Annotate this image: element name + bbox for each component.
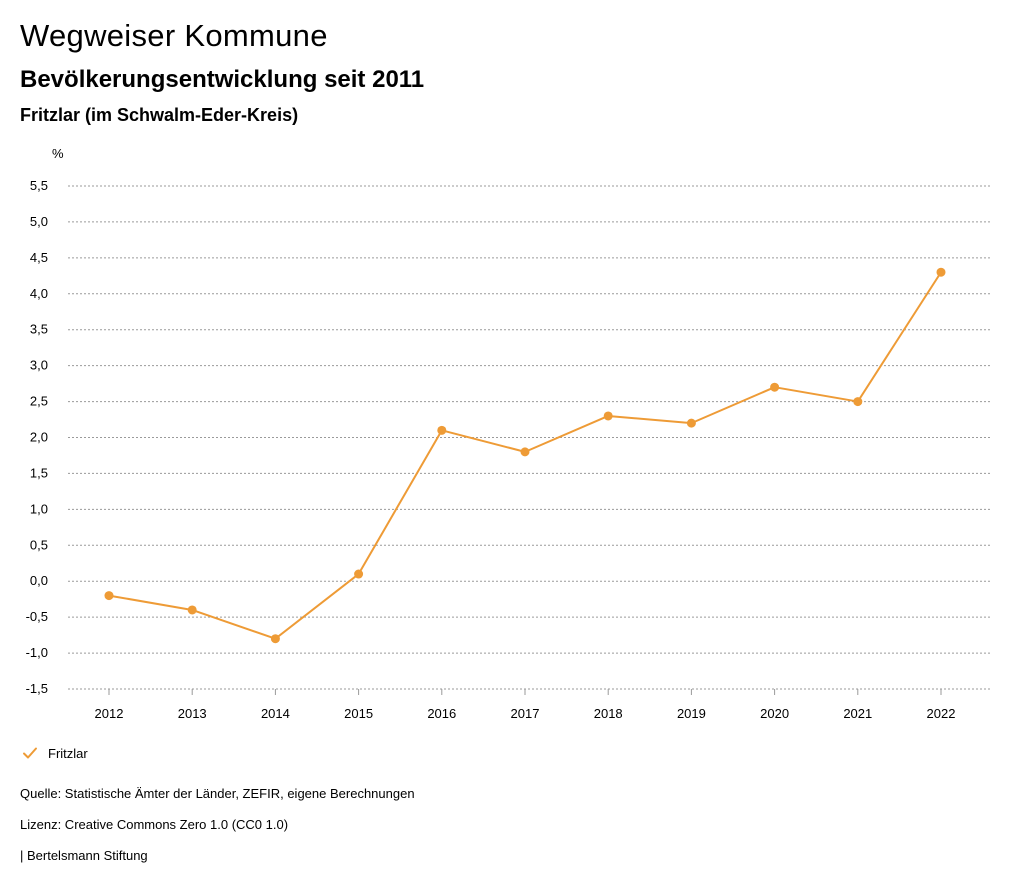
publisher-note: | Bertelsmann Stiftung [20, 848, 148, 863]
x-tick-label: 2017 [511, 706, 540, 721]
data-point[interactable] [853, 397, 863, 407]
gridlines [68, 185, 990, 690]
y-tick-label: -0,5 [26, 609, 48, 624]
chart-subtitle: Bevölkerungsentwicklung seit 2011 [20, 66, 425, 93]
series-fritzlar [104, 267, 946, 644]
y-tick-label: 1,0 [30, 501, 48, 516]
data-point[interactable] [770, 382, 780, 392]
y-axis-unit-label: % [52, 146, 64, 161]
page-title: Wegweiser Kommune [20, 18, 328, 53]
y-tick-label: 5,5 [30, 178, 48, 193]
y-tick-label: 2,5 [30, 394, 48, 409]
legend[interactable]: Fritzlar [22, 745, 88, 761]
y-tick-label: -1,5 [26, 681, 48, 696]
data-point[interactable] [104, 591, 114, 601]
data-point[interactable] [270, 634, 280, 644]
x-tick-label: 2012 [95, 706, 124, 721]
data-point[interactable] [936, 267, 946, 277]
data-point[interactable] [354, 569, 364, 579]
x-tick-label: 2015 [344, 706, 373, 721]
data-point[interactable] [520, 447, 530, 457]
y-tick-label: 4,0 [30, 286, 48, 301]
x-tick-label: 2019 [677, 706, 706, 721]
x-axis-ticks: 2012 2013 2014 2015 2016 2017 2018 2019 2020 2021… [95, 689, 956, 721]
data-point[interactable] [187, 605, 197, 615]
x-tick-label: 2022 [927, 706, 956, 721]
y-tick-label: 3,5 [30, 322, 48, 337]
x-tick-label: 2013 [178, 706, 207, 721]
y-tick-label: -1,0 [26, 645, 48, 660]
y-tick-label: 1,5 [30, 465, 48, 480]
y-tick-label: 5,0 [30, 214, 48, 229]
source-note: Quelle: Statistische Ämter der Länder, Z… [20, 786, 415, 801]
x-tick-label: 2014 [261, 706, 290, 721]
x-tick-label: 2021 [843, 706, 872, 721]
y-tick-label: 0,5 [30, 537, 48, 552]
y-tick-label: 4,5 [30, 250, 48, 265]
data-point[interactable] [686, 418, 696, 428]
license-note: Lizenz: Creative Commons Zero 1.0 (CC0 1… [20, 817, 289, 832]
y-tick-label: 3,0 [30, 358, 48, 373]
check-icon [23, 747, 37, 759]
x-tick-label: 2020 [760, 706, 789, 721]
line-chart: % 5,5 5,0 4,5 4,0 3,5 3,0 2,5 2,0 1,5 1,0 0,5 0,0 -0… [26, 146, 990, 721]
region-label: Fritzlar (im Schwalm-Eder-Kreis) [20, 105, 299, 125]
y-axis-ticks: 5,5 5,0 4,5 4,0 3,5 3,0 2,5 2,0 1,5 1,0 0,5 0,0 -0,5… [26, 178, 48, 696]
x-tick-label: 2016 [427, 706, 456, 721]
x-tick-label: 2018 [594, 706, 623, 721]
legend-label: Fritzlar [48, 745, 88, 761]
y-tick-label: 0,0 [30, 573, 48, 588]
y-tick-label: 2,0 [30, 430, 48, 445]
data-point[interactable] [603, 411, 613, 421]
data-point[interactable] [437, 425, 447, 435]
